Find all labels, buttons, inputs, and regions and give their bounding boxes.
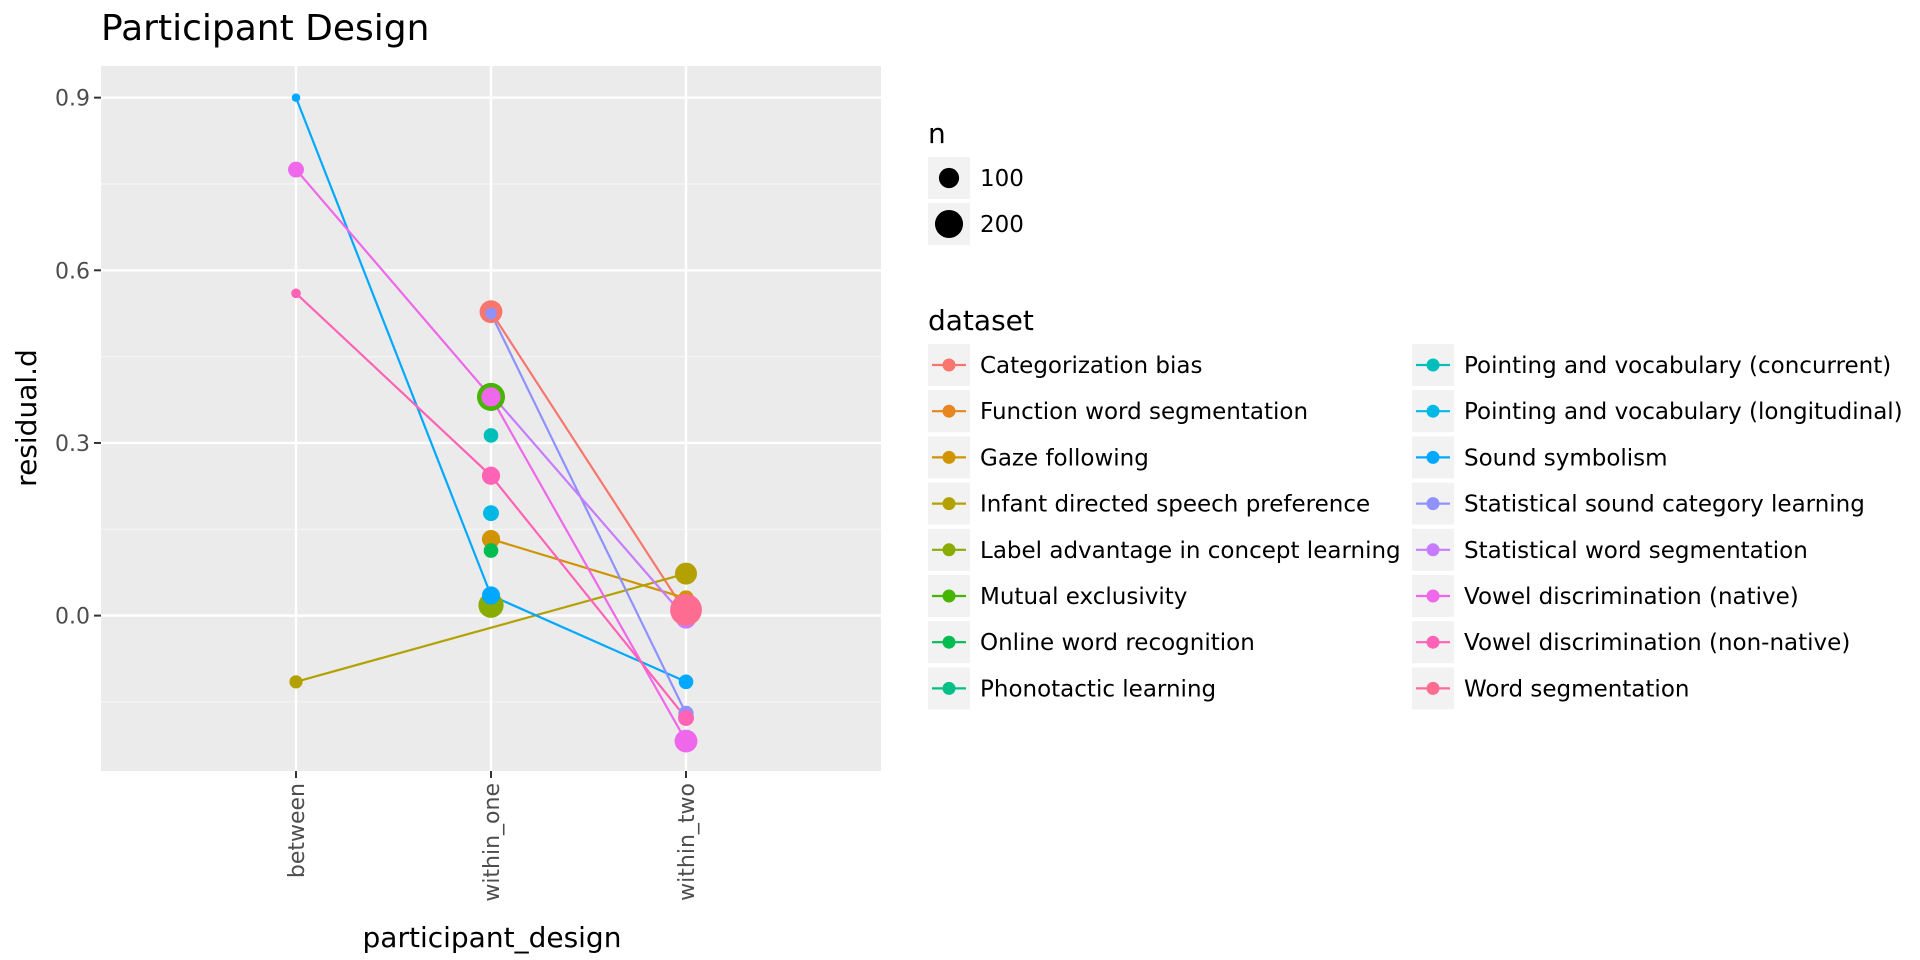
data-point-vowel-discrimination-native: [481, 387, 501, 407]
size-legend-dot: [934, 209, 964, 239]
legend-dot: [1426, 543, 1440, 557]
data-point-vowel-discrimination-non-native: [481, 466, 501, 485]
data-point-online-word-recognition: [483, 543, 499, 558]
legend-label-sound-symbolism: Sound symbolism: [1464, 445, 1668, 471]
legend-label-pointing-and-vocabulary-concurrent: Pointing and vocabulary (concurrent): [1464, 353, 1891, 379]
legend-dot: [942, 358, 956, 372]
legend-label-online-word-recognition: Online word recognition: [980, 630, 1255, 656]
legend-dot: [942, 589, 956, 603]
data-point-pointing-and-vocabulary-longitudinal: [483, 505, 499, 522]
legend-dot: [942, 404, 956, 418]
legend-dot: [1426, 635, 1440, 649]
legend-dot: [1426, 681, 1440, 695]
legend-dot: [1426, 589, 1440, 603]
y-tick-label: 0.6: [55, 259, 90, 284]
y-tick-label: 0.0: [55, 605, 90, 630]
series-line-infant-directed-speech-preference: [295, 572, 687, 683]
x-tick-label: within_two: [675, 783, 700, 901]
data-point-sound-symbolism: [678, 674, 694, 690]
data-point-infant-directed-speech-preference: [674, 562, 698, 585]
data-point-infant-directed-speech-preference: [289, 675, 303, 689]
legend-label-phonotactic-learning: Phonotactic learning: [980, 676, 1216, 702]
legend-label-function-word-segmentation: Function word segmentation: [980, 399, 1308, 425]
series-line-statistical-sound-category-learning: [490, 312, 687, 714]
series-line-statistical-word-segmentation: [490, 393, 687, 620]
legend-dot: [1426, 450, 1440, 464]
legend-dot: [942, 543, 956, 557]
data-point-vowel-discrimination-native: [674, 729, 698, 753]
y-axis: 0.0 0.3 0.6 0.9: [55, 87, 101, 630]
legend-label-vowel-discrimination-non-native: Vowel discrimination (non-native): [1464, 630, 1850, 656]
size-legend-dot: [938, 167, 960, 189]
legend-label-vowel-discrimination-native: Vowel discrimination (native): [1464, 584, 1799, 610]
data-point-vowel-discrimination-non-native: [678, 710, 694, 727]
data-point-word-segmentation: [670, 593, 702, 626]
legend-label-categorization-bias: Categorization bias: [980, 353, 1202, 379]
legend-label-label-advantage-in-concept-learning: Label advantage in concept learning: [980, 538, 1401, 564]
chart-title: Participant Design: [101, 8, 429, 49]
y-tick-label: 0.3: [55, 432, 90, 457]
legend-label-statistical-sound-category-learning: Statistical sound category learning: [1464, 492, 1865, 518]
legend-label-gaze-following: Gaze following: [980, 445, 1149, 471]
legend-dot: [942, 497, 956, 511]
legend-dot: [942, 450, 956, 464]
legend-label-word-segmentation: Word segmentation: [1464, 676, 1689, 702]
y-axis-title: residual.d: [10, 349, 43, 487]
y-tick-label: 0.9: [55, 87, 90, 112]
data-point-vowel-discrimination-non-native: [291, 288, 301, 299]
size-legend: n 100 200: [928, 117, 1024, 245]
legend-dot: [1426, 497, 1440, 511]
legend-dot: [1426, 358, 1440, 372]
legend-label-pointing-and-vocabulary-longitudinal: Pointing and vocabulary (longitudinal): [1464, 399, 1903, 425]
data-point-pointing-and-vocabulary-concurrent: [483, 428, 499, 443]
data-point-sound-symbolism: [481, 586, 501, 605]
legend-label-statistical-word-segmentation: Statistical word segmentation: [1464, 538, 1808, 564]
color-legend: dataset Categorization bias Function word…: [928, 304, 1903, 710]
x-tick-label: between: [285, 783, 310, 878]
x-tick-label: within_one: [480, 783, 505, 902]
legend-label-mutual-exclusivity: Mutual exclusivity: [980, 584, 1187, 610]
size-legend-title: n: [928, 117, 946, 150]
legend-label-infant-directed-speech-preference: Infant directed speech preference: [980, 492, 1370, 518]
data-point-vowel-discrimination-native: [288, 161, 304, 178]
legend-dot: [1426, 404, 1440, 418]
x-axis-title: participant_design: [363, 921, 622, 954]
series-line-categorization-bias: [490, 311, 687, 614]
legend-dot: [942, 635, 956, 649]
x-axis: between within_one within_two: [285, 771, 700, 902]
plot-panel: [101, 66, 881, 771]
data-point-statistical-sound-category-learning: [485, 307, 497, 320]
data-point-gaze-following: [481, 529, 501, 549]
legend-dot: [942, 681, 956, 695]
size-legend-label: 100: [980, 166, 1024, 192]
data-point-sound-symbolism: [291, 93, 301, 102]
color-legend-title: dataset: [928, 304, 1034, 337]
size-legend-label: 200: [980, 212, 1024, 238]
